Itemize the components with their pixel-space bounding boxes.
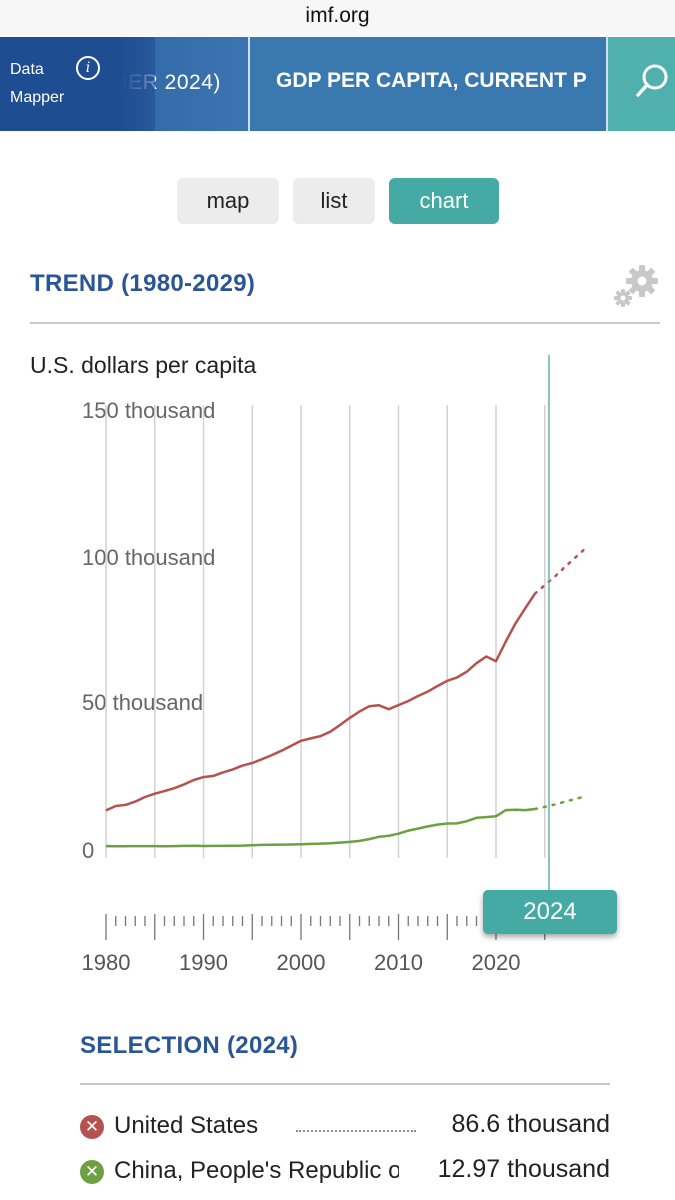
y-axis-title: U.S. dollars per capita: [30, 352, 257, 378]
tab-chart[interactable]: chart: [389, 178, 499, 224]
x-tick-label: 2020: [472, 950, 521, 975]
x-tick-label: 2000: [277, 950, 326, 975]
forecast-line-united-states: [533, 548, 586, 595]
divider: [606, 37, 608, 131]
y-tick-label: 0: [82, 838, 95, 863]
selection-row-china[interactable]: ✕ China, People's Republic of 12.97 thou…: [80, 1155, 610, 1191]
selection-title: SELECTION (2024): [80, 1032, 299, 1059]
trend-divider: [30, 322, 660, 324]
logo-line-1: Data: [10, 61, 44, 78]
top-bar: 3ER 2024) Data Mapper i GDP PER CAPITA, …: [0, 37, 675, 131]
tab-map[interactable]: map: [177, 178, 279, 224]
leader-dots: [296, 1130, 416, 1132]
remove-icon[interactable]: ✕: [80, 1160, 104, 1184]
y-tick-label: 100 thousand: [82, 545, 216, 570]
url-text[interactable]: imf.org: [305, 4, 370, 27]
country-value: 86.6 thousand: [443, 1110, 610, 1139]
selection-divider: [80, 1083, 610, 1085]
trend-chart[interactable]: 1980 1990 2000 2010 2020: [0, 330, 675, 990]
y-tick-label: 50 thousand: [82, 690, 204, 715]
year-slider-handle[interactable]: 2024: [483, 890, 617, 934]
trend-title: TREND (1980-2029): [30, 270, 256, 297]
country-name: China, People's Republic of: [114, 1157, 399, 1184]
series-line-china[interactable]: [105, 807, 536, 848]
view-tabs: map list chart: [0, 178, 675, 224]
remove-icon[interactable]: ✕: [80, 1115, 104, 1139]
y-tick-label: 150 thousand: [82, 398, 216, 423]
country-value: 12.97 thousand: [429, 1155, 610, 1184]
logo-line-2: Mapper: [10, 89, 65, 106]
indicator-title: GDP PER CAPITA, CURRENT P: [276, 69, 587, 92]
info-icon[interactable]: i: [76, 56, 100, 80]
browser-url-bar[interactable]: imf.org: [0, 0, 675, 36]
search-icon: [636, 64, 668, 97]
x-tick-label: 1990: [179, 950, 228, 975]
data-mapper-logo[interactable]: Data Mapper i: [0, 37, 155, 131]
series-line-united-states[interactable]: [105, 592, 537, 812]
x-tick-label: 2010: [374, 950, 423, 975]
indicator-selector[interactable]: GDP PER CAPITA, CURRENT P: [250, 37, 606, 131]
divider: [248, 37, 250, 131]
forecast-line-china: [533, 795, 586, 811]
tab-list[interactable]: list: [293, 178, 375, 224]
x-tick-label: 1980: [82, 950, 131, 975]
search-button[interactable]: [608, 37, 675, 131]
selection-row-united-states[interactable]: ✕ United States 86.6 thousand: [80, 1110, 610, 1146]
gear-icon[interactable]: [612, 264, 662, 310]
country-name: United States: [114, 1112, 259, 1139]
